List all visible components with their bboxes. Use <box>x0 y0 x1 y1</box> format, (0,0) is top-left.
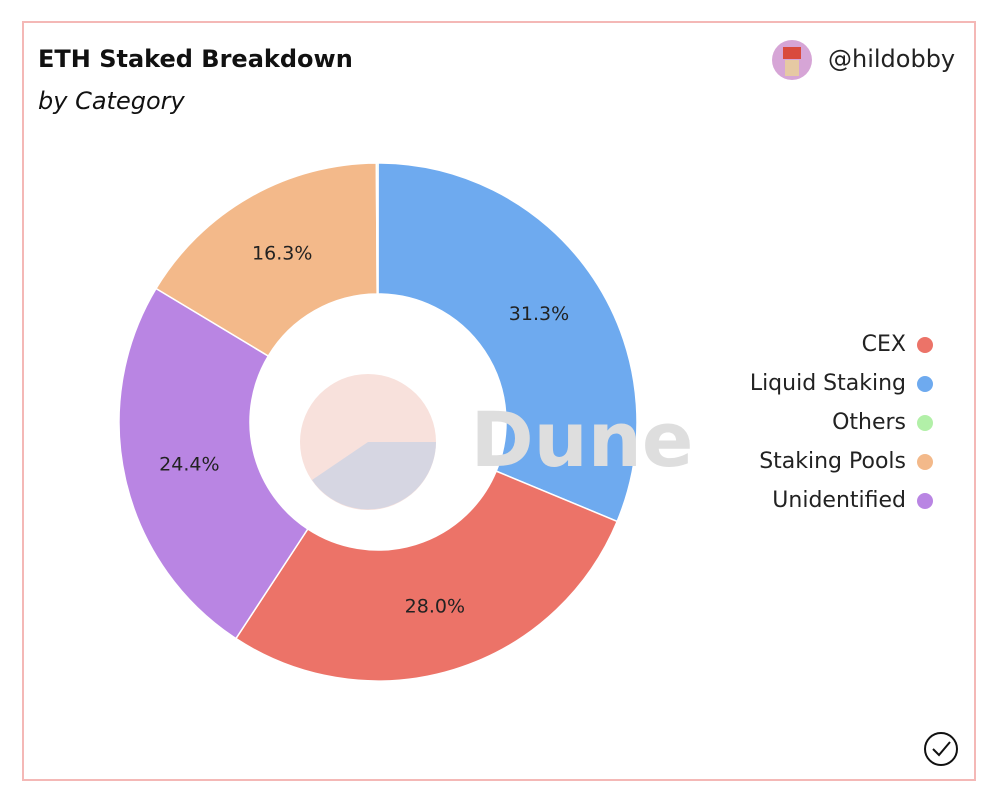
slice-label: 28.0% <box>405 595 465 617</box>
legend-label: Staking Pools <box>759 449 906 474</box>
donut-slice <box>234 470 619 682</box>
avatar-detail <box>785 60 799 76</box>
watermark: Dune <box>471 395 694 484</box>
legend-swatch <box>917 454 933 470</box>
legend-label: Liquid Staking <box>750 371 906 396</box>
logo-bottom <box>312 442 436 510</box>
slice-label: 31.3% <box>509 303 569 325</box>
legend: CEX Liquid Staking Others Staking Pools Unid… <box>750 332 933 513</box>
slice-label: 16.3% <box>252 242 312 264</box>
avatar-detail <box>783 47 801 59</box>
author-handle: @hildobby <box>828 45 955 73</box>
check-icon <box>924 732 958 766</box>
legend-label: Unidentified <box>772 488 906 513</box>
chart-title: ETH Staked Breakdown <box>38 45 353 73</box>
chart-subtitle: by Category <box>38 87 185 115</box>
check-mark <box>932 741 951 757</box>
donut-slice <box>118 287 309 640</box>
donut: 31.3% 28.0% 24.4% 16.3% <box>118 162 638 682</box>
donut-slice <box>155 162 378 358</box>
legend-swatch <box>917 337 933 353</box>
legend-swatch <box>917 415 933 431</box>
legend-label: CEX <box>862 332 906 357</box>
donut-slice <box>377 162 638 523</box>
donut-slice <box>375 162 379 295</box>
legend-swatch <box>917 376 933 392</box>
slice-label: 24.4% <box>159 454 219 476</box>
legend-swatch <box>917 493 933 509</box>
legend-label: Others <box>832 410 906 435</box>
